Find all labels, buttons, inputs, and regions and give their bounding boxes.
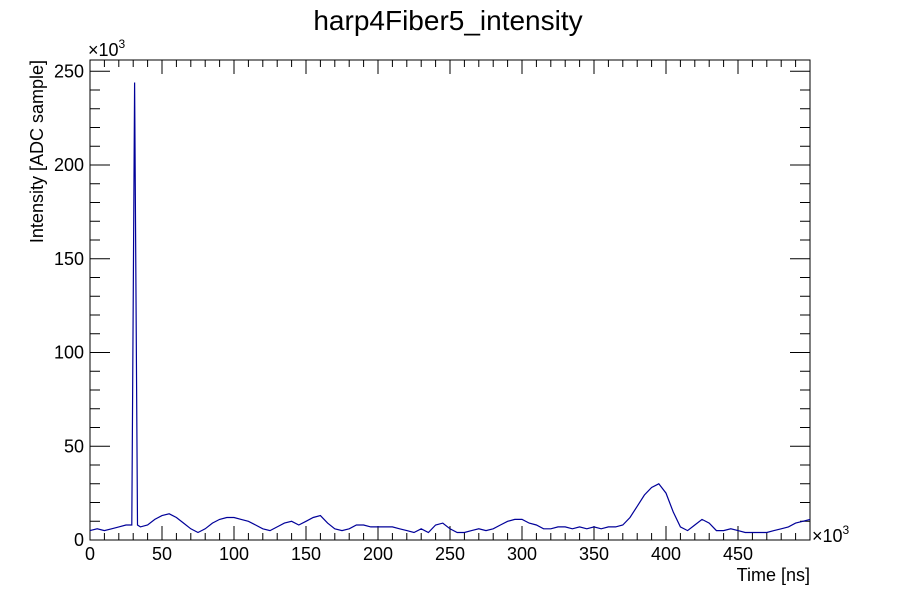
y-tick-label: 50	[64, 436, 84, 456]
plot-frame	[89, 59, 811, 541]
y-tick-label: 150	[54, 249, 84, 269]
x-axis-title: Time [ns]	[737, 565, 810, 585]
y-axis-title: Intensity [ADC sample]	[27, 60, 47, 243]
x-tick-label: 50	[152, 544, 172, 564]
x-tick-label: 150	[291, 544, 321, 564]
x-tick-label: 400	[651, 544, 681, 564]
x-tick-label: 350	[579, 544, 609, 564]
x-tick-label: 300	[507, 544, 537, 564]
x-tick-label: 450	[723, 544, 753, 564]
chart-title: harp4Fiber5_intensity	[313, 5, 582, 36]
series-line	[89, 82, 811, 534]
y-tick-label: 0	[74, 530, 84, 550]
x-axis-tick-labels: 0 50 100 150 200 250 300 350 400 450	[85, 544, 753, 564]
y-axis-tick-labels: 0 50 100 150 200 250	[54, 61, 84, 550]
x-tick-label: 200	[363, 544, 393, 564]
x-multiplier: ×103	[812, 523, 850, 546]
x-axis-ticks	[89, 60, 811, 540]
x-tick-label: 100	[219, 544, 249, 564]
y-tick-label: 200	[54, 155, 84, 175]
x-tick-label: 0	[85, 544, 95, 564]
y-axis-ticks	[90, 70, 810, 541]
y-tick-label: 100	[54, 343, 84, 363]
y-multiplier: ×103	[88, 37, 126, 60]
x-tick-label: 250	[435, 544, 465, 564]
y-tick-label: 250	[54, 61, 84, 81]
